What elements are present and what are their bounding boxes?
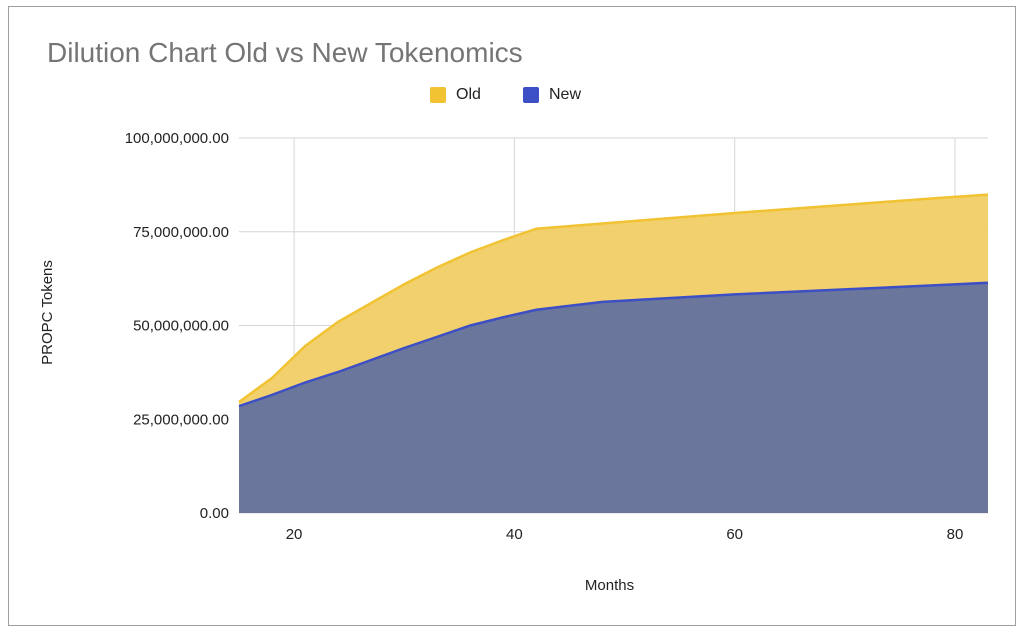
x-tick-label: 60 — [726, 526, 743, 543]
legend-label-new: New — [549, 86, 582, 103]
legend-item-new[interactable]: New — [523, 86, 581, 104]
y-tick-label: 25,000,000.00 — [133, 411, 229, 428]
x-axis-title: Months — [585, 577, 634, 594]
y-tick-label: 100,000,000.00 — [125, 130, 229, 147]
y-tick-label: 75,000,000.00 — [133, 224, 229, 241]
legend-swatch-old — [430, 87, 446, 103]
x-tick-label: 20 — [286, 526, 303, 543]
line-new — [238, 281, 989, 408]
area-new — [239, 282, 988, 513]
chart-title: Dilution Chart Old vs New Tokenomics — [47, 37, 523, 68]
legend-swatch-new — [523, 87, 539, 103]
x-tick-label: 40 — [506, 526, 523, 543]
y-tick-label: 50,000,000.00 — [133, 318, 229, 335]
y-axis-title: PROPC Tokens — [39, 260, 56, 365]
y-tick-label: 0.00 — [200, 505, 229, 522]
line-old — [238, 193, 989, 404]
legend-item-old[interactable]: Old — [430, 86, 481, 104]
x-tick-label: 80 — [947, 526, 964, 543]
legend-label-old: Old — [456, 86, 481, 103]
